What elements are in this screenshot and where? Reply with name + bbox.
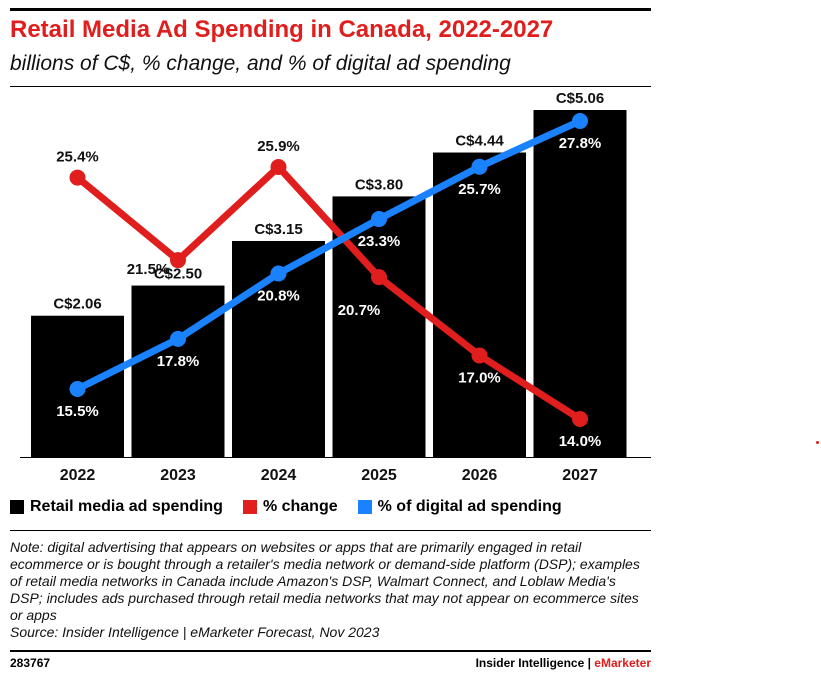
legend-item-change: % change [242, 498, 338, 516]
x-tick-label-2026: 2026 [462, 467, 498, 484]
brand-credit: Insider Intelligence | eMarketer [460, 656, 651, 670]
legend-item-digital-share: % of digital ad spending [357, 498, 562, 516]
point-digital-share-2023 [170, 330, 186, 347]
digital-share-label-2027: 27.8% [559, 135, 602, 152]
point-percent-change-2026 [471, 347, 488, 364]
bar-value-label-2024: C$3.15 [254, 221, 302, 238]
bar-value-label-2025: C$3.80 [355, 176, 403, 193]
digital-share-label-2024: 20.8% [257, 288, 300, 305]
point-digital-share-2026 [471, 158, 488, 175]
stray-dot [816, 441, 819, 444]
point-percent-change-2023 [170, 252, 186, 269]
brand-accent: eMarketer [594, 656, 651, 670]
legend-label-change: % change [262, 498, 338, 515]
point-digital-share-2027 [572, 113, 588, 129]
legend-divider [10, 530, 651, 531]
legend-swatch-digital-share [357, 500, 372, 514]
legend-swatch-change [242, 500, 257, 514]
bar-value-label-2026: C$4.44 [455, 133, 504, 150]
point-percent-change-2024 [270, 159, 287, 175]
point-digital-share-2024 [270, 265, 287, 282]
chart-legend: Retail media ad spending % change % of d… [10, 498, 582, 516]
point-percent-change-2025 [371, 269, 387, 286]
x-tick-label-2025: 2025 [361, 467, 397, 484]
bar-value-label-2022: C$2.06 [53, 296, 101, 313]
percent-change-label-2026: 17.0% [458, 369, 501, 386]
line-digital-share [74, 117, 584, 393]
chart-plot: 2022 2023 2024 2025 2026 2027 C$2.06 C$2.50 C$3.… [20, 90, 651, 484]
point-digital-share-2025 [371, 211, 387, 228]
legend-swatch-spending [10, 500, 24, 514]
percent-change-label-2025: 20.7% [338, 302, 381, 319]
digital-share-label-2025: 23.3% [358, 233, 401, 250]
percent-change-label-2023: 21.5% [127, 261, 170, 278]
legend-label-digital-share: % of digital ad spending [377, 498, 562, 515]
percent-change-label-2022: 25.4% [56, 149, 99, 166]
x-tick-label-2027: 2027 [562, 467, 598, 484]
bar-value-label-2027: C$5.06 [556, 90, 604, 107]
point-digital-share-2022 [69, 381, 86, 397]
bar-2027 [533, 110, 627, 457]
bar-2023 [131, 285, 225, 457]
header-divider [10, 86, 651, 87]
percent-change-label-2027: 14.0% [559, 433, 602, 450]
legend-label-spending: Retail media ad spending [30, 498, 223, 515]
chart-note: Note: digital advertising that appears o… [10, 539, 650, 641]
x-tick-label-2022: 2022 [60, 467, 96, 484]
digital-share-label-2023: 17.8% [157, 353, 200, 370]
point-percent-change-2022 [69, 169, 86, 186]
digital-share-label-2026: 25.7% [458, 181, 501, 198]
bar-2026 [433, 152, 526, 457]
point-percent-change-2027 [572, 411, 588, 427]
chart-title: Retail Media Ad Spending in Canada, 2022… [10, 16, 554, 43]
source-text: Source: Insider Intelligence | eMarketer… [10, 624, 380, 640]
digital-share-label-2022: 15.5% [56, 403, 99, 420]
legend-item-spending: Retail media ad spending [10, 498, 223, 516]
note-text: Note: digital advertising that appears o… [10, 539, 640, 623]
percent-change-label-2024: 25.9% [257, 138, 300, 155]
x-tick-label-2024: 2024 [261, 467, 297, 484]
x-tick-label-2023: 2023 [160, 467, 196, 484]
footer-divider [10, 650, 651, 652]
brand-main: Insider Intelligence | [475, 656, 595, 670]
chart-subtitle: billions of C$, % change, and % of digit… [10, 52, 511, 75]
chart-id: 283767 [10, 656, 51, 670]
bar-value-label-2023: C$2.50 [154, 266, 202, 283]
top-rule [10, 8, 651, 11]
line-percent-change [74, 163, 584, 423]
